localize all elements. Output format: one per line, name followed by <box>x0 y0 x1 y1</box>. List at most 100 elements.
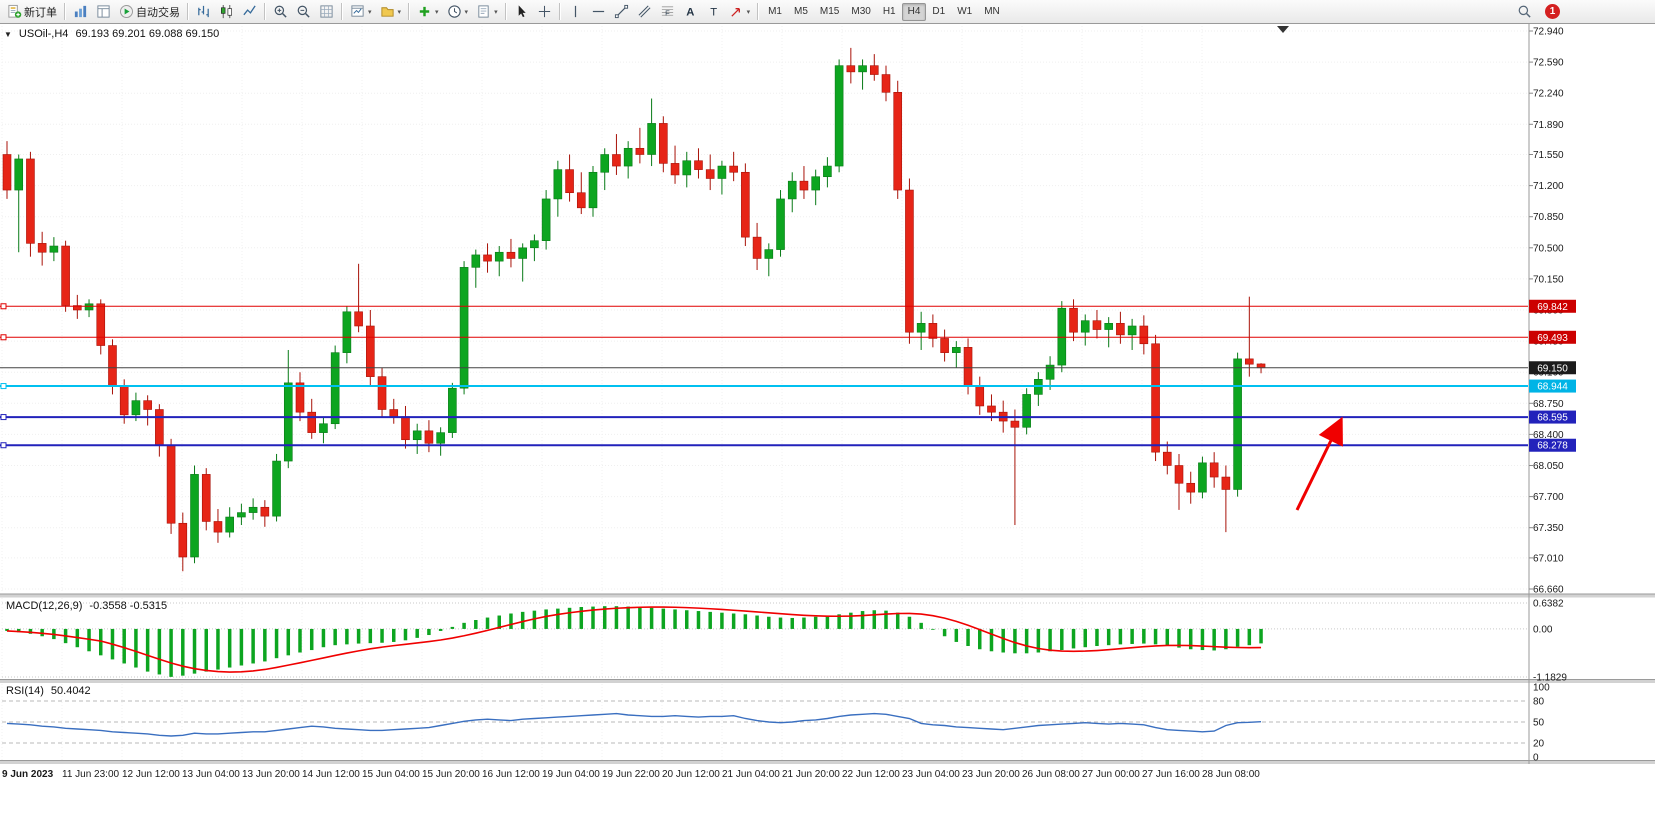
svg-text:66.660: 66.660 <box>1533 585 1564 596</box>
timeframe-w1-button[interactable]: W1 <box>951 3 978 21</box>
macd-label-bar: MACD(12,26,9) -0.3558 -0.5315 <box>6 600 167 612</box>
zoom-in-button[interactable] <box>269 2 292 22</box>
notifications-badge[interactable]: 1 <box>1545 4 1560 19</box>
timeframe-m30-button[interactable]: M30 <box>845 3 876 21</box>
macd-indicator-label: MACD(12,26,9) <box>6 600 83 612</box>
svg-text:69.842: 69.842 <box>1537 302 1568 313</box>
toolbar-separator <box>264 3 266 20</box>
svg-text:71.890: 71.890 <box>1533 120 1564 131</box>
new-chart-button[interactable]: ▾ <box>346 2 376 22</box>
svg-text:71.200: 71.200 <box>1533 181 1564 192</box>
arrow-objects-button[interactable]: ▾ <box>725 2 755 22</box>
svg-text:23 Jun 04:00: 23 Jun 04:00 <box>902 769 960 780</box>
rsi-panel <box>2 700 1528 744</box>
svg-text:9 Jun 2023: 9 Jun 2023 <box>2 769 54 780</box>
new-order-button[interactable]: 新订单 <box>3 2 61 22</box>
trendline-button[interactable] <box>610 2 633 22</box>
price-axis: 72.940 72.590 72.240 71.890 71.550 71.200 70.8… <box>1529 27 1567 764</box>
fibonacci-button[interactable]: F <box>656 2 679 22</box>
timeframe-mn-button[interactable]: MN <box>978 3 1006 21</box>
toolbar: 新订单 自动交易 ▾ ▾ ▾ ▾ ▾ F A T ▾ M1 M5 M15 M30 H1 H4 D1 W1 MN 1 <box>0 0 1655 24</box>
search-button[interactable] <box>1513 2 1536 22</box>
panel-splitters[interactable] <box>0 24 1655 764</box>
templates-dropdown-arrow-icon[interactable]: ▾ <box>494 8 498 16</box>
toolbar-separator <box>504 3 507 20</box>
cursor-button[interactable] <box>510 2 533 22</box>
svg-text:F: F <box>665 9 670 18</box>
zoom-out-button[interactable] <box>292 2 315 22</box>
data-window-button[interactable] <box>92 2 115 22</box>
auto-trading-button[interactable]: 自动交易 <box>115 2 184 22</box>
svg-text:0: 0 <box>1533 753 1539 764</box>
horizontal-line-icon <box>591 4 606 19</box>
svg-text:67.700: 67.700 <box>1533 492 1564 503</box>
svg-text:14 Jun 12:00: 14 Jun 12:00 <box>302 769 360 780</box>
channel-icon <box>637 4 652 19</box>
horizontal-line-button[interactable] <box>587 2 610 22</box>
svg-text:100: 100 <box>1533 683 1550 694</box>
timeframe-m5-button[interactable]: M5 <box>788 3 814 21</box>
equidistant-channel-button[interactable] <box>633 2 656 22</box>
profiles-dropdown-arrow-icon[interactable]: ▾ <box>397 8 402 16</box>
svg-text:13 Jun 20:00: 13 Jun 20:00 <box>242 769 300 780</box>
new-chart-dropdown-arrow-icon[interactable]: ▾ <box>368 8 372 16</box>
periods-button[interactable]: ▾ <box>443 2 473 22</box>
profiles-button[interactable]: ▾ <box>376 2 406 22</box>
svg-text:27 Jun 16:00: 27 Jun 16:00 <box>1142 769 1200 780</box>
svg-text:0.00: 0.00 <box>1533 624 1553 635</box>
svg-text:15 Jun 20:00: 15 Jun 20:00 <box>422 769 480 780</box>
arrow-annotation[interactable] <box>1295 416 1343 511</box>
svg-text:68.944: 68.944 <box>1537 382 1568 393</box>
auto-trading-label: 自动交易 <box>136 6 180 19</box>
timeframe-m15-button[interactable]: M15 <box>814 3 845 21</box>
crosshair-icon <box>537 4 552 19</box>
cursor-icon <box>514 4 529 19</box>
zoom-out-icon <box>296 4 311 19</box>
timeframe-m1-button[interactable]: M1 <box>762 3 788 21</box>
svg-text:13 Jun 04:00: 13 Jun 04:00 <box>182 769 240 780</box>
bar-chart-mode-button[interactable] <box>192 2 215 22</box>
svg-text:26 Jun 08:00: 26 Jun 08:00 <box>1022 769 1080 780</box>
timeframe-h4-button[interactable]: H4 <box>901 2 927 21</box>
svg-text:27 Jun 00:00: 27 Jun 00:00 <box>1082 769 1140 780</box>
candlestick-mode-button[interactable] <box>215 2 238 22</box>
chart-shift-marker[interactable] <box>1277 26 1289 33</box>
line-chart-mode-button[interactable] <box>238 2 261 22</box>
toolbar-separator <box>341 3 343 20</box>
crosshair-button[interactable] <box>533 2 556 22</box>
svg-text:T: T <box>710 7 717 19</box>
new-chart-icon <box>350 4 365 19</box>
timeframe-d1-button[interactable]: D1 <box>926 3 951 21</box>
clock-icon <box>447 4 462 19</box>
one-click-trading-arrow[interactable]: ▼ <box>4 30 12 39</box>
timeframe-h1-button[interactable]: H1 <box>877 3 902 21</box>
svg-text:67.350: 67.350 <box>1533 523 1564 534</box>
templates-button[interactable]: ▾ <box>472 2 502 22</box>
rsi-indicator-value: 50.4042 <box>50 685 91 697</box>
template-icon <box>476 4 491 19</box>
svg-text:19 Jun 22:00: 19 Jun 22:00 <box>602 769 660 780</box>
periods-dropdown-arrow-icon[interactable]: ▾ <box>464 8 469 16</box>
text-button[interactable]: A <box>679 2 702 22</box>
text-icon: A <box>683 4 698 19</box>
text-label-button[interactable]: T <box>702 2 725 22</box>
svg-text:70.500: 70.500 <box>1533 243 1564 254</box>
price-badges: 69.842 69.493 68.944 68.595 68.278 69.150 <box>1529 299 1576 452</box>
add-indicator-button[interactable]: ▾ <box>413 2 443 22</box>
zoom-in-icon <box>273 4 288 19</box>
svg-text:70.150: 70.150 <box>1533 274 1564 285</box>
market-watch-button[interactable] <box>69 2 92 22</box>
new-order-icon <box>7 4 22 19</box>
add-indicator-dropdown-arrow-icon[interactable]: ▾ <box>435 8 439 16</box>
tile-windows-button[interactable] <box>315 2 338 22</box>
arrow-objects-dropdown-arrow-icon[interactable]: ▾ <box>746 8 751 16</box>
chart-title-bar: ▼ USOil-,H4 69.193 69.201 69.088 69.150 <box>4 28 219 40</box>
vertical-line-button[interactable] <box>564 2 587 22</box>
auto-trading-icon <box>119 4 134 19</box>
svg-text:11 Jun 23:00: 11 Jun 23:00 <box>62 769 120 780</box>
horizontal-line-objects[interactable] <box>0 303 1528 449</box>
rsi-indicator-label: RSI(14) <box>6 685 44 697</box>
toolbar-separator <box>408 3 411 20</box>
market-watch-icon <box>73 4 88 19</box>
profiles-icon <box>380 4 395 19</box>
